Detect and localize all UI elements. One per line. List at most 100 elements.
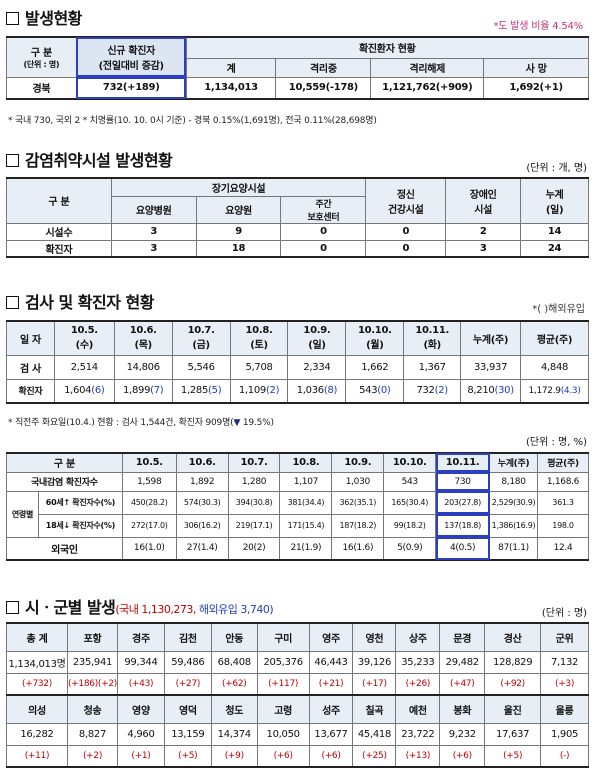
tests-table: 일 자 10.5. (수) 10.6. (목) 10.7. (금) 10.8. (토) …	[6, 320, 589, 404]
checkbox-bullet-icon	[6, 154, 19, 167]
new-cases-cell: 732(+189)	[75, 76, 187, 100]
section-title-regions: 시ㆍ군별 발생(국내 1,130,273, 해외유입 3,740)	[6, 594, 274, 618]
region-cell: (+2)	[66, 744, 119, 768]
region-cell: 59,486	[163, 650, 212, 674]
region-cell: 39,126	[352, 650, 397, 674]
facilities-unit: (단위 : 개, 명)	[526, 163, 587, 174]
region-cell: 영양	[117, 694, 165, 724]
region-cell: (+6)	[256, 744, 310, 768]
table-row: 검 사 2,514 14,806 5,546 5,708 2,334 1,662 1,3…	[6, 354, 589, 380]
header-gubun: 구 분 (단위 : 명)	[6, 36, 77, 78]
region-cell: (+5)	[484, 744, 542, 768]
region-cell: (+43)	[117, 672, 165, 696]
status-footnote: * 국내 730, 국외 2 * 치명률(10. 10. 0시 기준) - 경북…	[8, 116, 377, 126]
checkbox-bullet-icon	[6, 12, 19, 25]
region-cell: 울진	[484, 694, 542, 724]
region-cell: 7,132	[540, 650, 589, 674]
region-cell: 문경	[439, 622, 486, 652]
table-row: 외국인 16(1.0) 27(1.4) 20(2) 21(1.9) 16(1.6) 5(…	[6, 536, 589, 561]
region-cell: 김천	[163, 622, 212, 652]
region-cell: 고령	[256, 694, 310, 724]
region-cell: 13,159	[163, 722, 212, 746]
age-table: 구 분 10.5. 10.6. 10.7. 10.8. 10.9. 10.10. 10.…	[6, 452, 589, 561]
region-cell: 의성	[6, 694, 68, 724]
region-cell: 안동	[210, 622, 258, 652]
region-cell: (+732)	[6, 672, 68, 696]
region-cell: 17,637	[484, 722, 542, 746]
region-cell: 경산	[484, 622, 542, 652]
region-cell: (+21)	[308, 672, 354, 696]
section-title-status: 발생현황	[6, 5, 82, 29]
region-cell: 군위	[540, 622, 589, 652]
checkbox-bullet-icon	[6, 296, 19, 309]
region-cell: 99,344	[117, 650, 165, 674]
regions-unit: (단위 : 명)	[541, 608, 587, 619]
region-cell: 35,233	[395, 650, 441, 674]
table-row: 확진자 1,604(6) 1,899(7) 1,285(5) 1,109(2) …	[6, 378, 589, 404]
region-cell: 9,232	[439, 722, 486, 746]
region-cell: 68,408	[210, 650, 258, 674]
region-cell: 4,960	[117, 722, 165, 746]
status-table: 구 분 (단위 : 명) 신규 확진자 (전일대비 증감) 확진환자 현황 계 격리…	[6, 36, 590, 100]
region-cell: 경주	[117, 622, 165, 652]
ratio-note: *도 발생 비율 4.54%	[493, 21, 583, 32]
region-cell: 23,722	[395, 722, 441, 746]
region-cell: (+27)	[163, 672, 212, 696]
header-isolated: 격리중	[275, 57, 372, 78]
table-row: 연령별 60세↑ 확진자수(%) 450(28.2) 574(30.3) 394(3…	[6, 490, 589, 538]
header-death: 사 망	[483, 57, 589, 78]
header-longterm-care: 장기요양시설	[110, 177, 367, 197]
region-cell: 235,941	[66, 650, 119, 674]
table-row: 18세↓ 확진자수(%) 272(17.0) 306(16.2) 219(17.1)…	[7, 513, 589, 538]
region-cell: 성주	[308, 694, 354, 724]
region-cell: (+25)	[352, 744, 397, 768]
region-cell: (+6)	[308, 744, 354, 768]
section-title-facilities: 감염취약시설 발생현황	[6, 147, 173, 171]
region-cell: (+186)(+2)	[66, 672, 119, 696]
region-cell: 울릉	[540, 694, 589, 724]
region-cell: 포항	[66, 622, 119, 652]
region-cell: 128,829	[484, 650, 542, 674]
region-cell: (+3)	[540, 672, 589, 696]
region-cell: 1,905	[540, 722, 589, 746]
isolated-cell: 10,559(-178)	[275, 76, 372, 100]
region-cell: (+26)	[395, 672, 441, 696]
region-cell: (-)	[540, 744, 589, 768]
total-cell: 1,134,013	[185, 76, 277, 100]
header-confirmed: 확진환자 현황	[185, 36, 590, 59]
age-unit: (단위 : 명, %)	[526, 437, 587, 448]
region-cell: 46,443	[308, 650, 354, 674]
table-row: 확진자 3 18 0 0 3 24	[6, 239, 589, 258]
overseas-note: *( )해외유입	[532, 304, 585, 315]
region-cell: 13,677	[308, 722, 354, 746]
section-title-tests: 검사 및 확진자 현황	[6, 289, 154, 313]
header-new-cases: 신규 확진자 (전일대비 증감)	[75, 36, 187, 78]
region-cell: 16,282	[6, 722, 68, 746]
released-cell: 1,121,762(+909)	[370, 76, 485, 100]
region-cell: 상주	[395, 622, 441, 652]
region-cell: 청송	[66, 694, 119, 724]
region-cell: 1,134,013명	[6, 650, 68, 674]
region-cell: 구미	[256, 622, 310, 652]
region-cell: (+1)	[117, 744, 165, 768]
table-row: 국내감염 확진자수 1,598 1,892 1,280 1,107 1,030 543 7…	[6, 471, 589, 492]
region-cell: (+17)	[352, 672, 397, 696]
region-cell: (+13)	[395, 744, 441, 768]
region-cell: 청도	[210, 694, 258, 724]
down-arrow-icon: ▼	[233, 418, 241, 428]
region-cell: 45,418	[352, 722, 397, 746]
region-cell: (+6)	[439, 744, 486, 768]
region-cell: 10,050	[256, 722, 310, 746]
region-cell: (+5)	[163, 744, 212, 768]
region-cell: 예천	[395, 694, 441, 724]
death-cell: 1,692(+1)	[483, 76, 589, 100]
region-cell: (+117)	[256, 672, 310, 696]
region-cell: 총 계	[6, 622, 68, 652]
region-cell: 경북	[6, 76, 77, 100]
region-cell: (+47)	[439, 672, 486, 696]
checkbox-bullet-icon	[6, 601, 19, 614]
regions-table: 총 계 포항 경주 김천 안동 구미 영주 영천 상주 문경 경산 군위 1,134,013명 235,…	[6, 622, 589, 768]
region-cell: 29,482	[439, 650, 486, 674]
region-cell: (+92)	[484, 672, 542, 696]
